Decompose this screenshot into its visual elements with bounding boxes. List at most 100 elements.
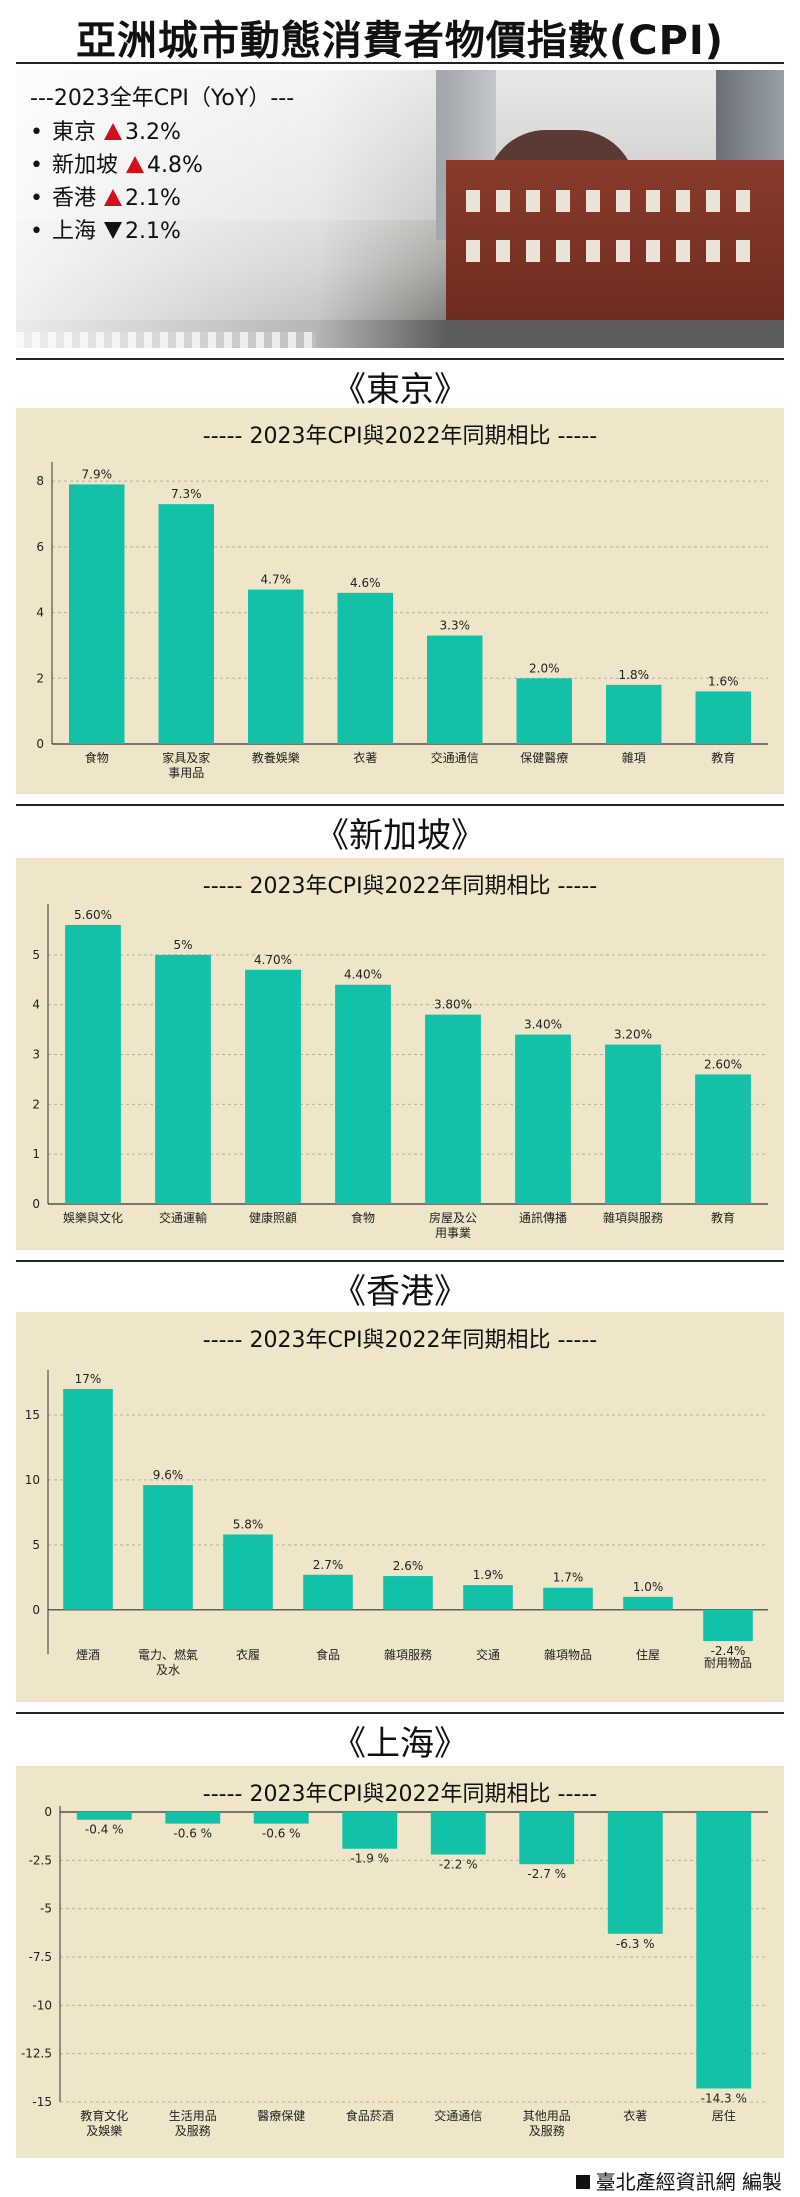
chart-panel-singapore: ----- 2023年CPI與2022年同期相比 ----- 0 1 2 3 4 5 5.6…: [16, 858, 784, 1250]
footer-credit-text: 臺北產經資訊網 編製: [595, 2170, 782, 2194]
bar: [342, 1812, 398, 1849]
bar: [165, 1812, 221, 1824]
chart-panel-hongkong: ----- 2023年CPI與2022年同期相比 ----- 0 5 10 15 17%…: [16, 1312, 784, 1702]
x-category-label: 食物: [85, 750, 109, 765]
x-category-label: 煙酒: [76, 1648, 100, 1662]
data-label: -2.7 %: [527, 1867, 566, 1881]
summary-city: 東京: [52, 120, 97, 145]
x-category-label: 衣著: [353, 750, 377, 765]
x-category-label: 交通運輸: [159, 1210, 207, 1225]
bar: [383, 1576, 433, 1610]
data-label: 3.80%: [434, 998, 472, 1012]
y-tick-label: -7.5: [29, 1950, 52, 1964]
data-label: 1.6%: [708, 674, 739, 688]
data-label: 1.7%: [553, 1571, 584, 1585]
y-tick-label: 8: [36, 474, 44, 488]
chart-singapore: 0 1 2 3 4 5 5.60% 娛樂與文化 5% 交通運輸 4.70% 健康照顧 4.40% 食物 3.…: [32, 904, 768, 1240]
data-label: -1.9 %: [350, 1852, 389, 1866]
data-label: 4.7%: [261, 573, 292, 587]
data-label: 17%: [75, 1372, 102, 1386]
bar: [430, 1812, 486, 1855]
summary-city: 上海: [52, 219, 97, 244]
x-category-label: 教育: [711, 1210, 735, 1225]
data-label: 7.9%: [82, 467, 113, 481]
bar: [606, 684, 662, 744]
bar: [155, 954, 211, 1204]
x-category-label: 食物: [351, 1210, 375, 1225]
section-divider: [16, 358, 784, 360]
y-tick-label: 0: [32, 1197, 40, 1211]
bar: [337, 592, 393, 744]
x-category-label: 住屋: [636, 1648, 660, 1662]
x-category-label: 生活用品及服務: [169, 2109, 217, 2138]
bar: [516, 678, 572, 744]
summary-item: • 東京 3.2%: [30, 114, 181, 146]
section-divider: [16, 1260, 784, 1262]
data-label: 1.9%: [473, 1568, 504, 1582]
bar: [463, 1585, 513, 1610]
chart-subtitle: ----- 2023年CPI與2022年同期相比 -----: [202, 424, 598, 449]
y-tick-label: 3: [32, 1048, 40, 1062]
section-divider: [16, 804, 784, 806]
y-tick-label: -15: [32, 2095, 52, 2109]
section-divider: [16, 1712, 784, 1714]
bar: [158, 504, 214, 744]
data-label: 3.20%: [614, 1028, 652, 1042]
data-label: 1.8%: [619, 668, 650, 682]
x-category-label: 教養娛樂: [252, 750, 300, 765]
y-tick-label: 5: [32, 1538, 40, 1552]
x-category-label: 雜項: [622, 750, 646, 765]
bar: [425, 1014, 481, 1204]
x-category-label: 交通通信: [434, 2108, 482, 2123]
data-label: 2.0%: [529, 661, 560, 675]
data-label: 1.0%: [633, 1580, 664, 1594]
title-divider: [16, 62, 784, 64]
summary-item: • 香港 2.1%: [30, 180, 181, 212]
data-label: -0.6 %: [173, 1827, 212, 1841]
hero-station-building: [446, 160, 784, 330]
chart-subtitle: ----- 2023年CPI與2022年同期相比 -----: [202, 1782, 598, 1807]
bar: [248, 589, 304, 744]
summary-item: • 上海 2.1%: [30, 213, 181, 245]
bar: [605, 1044, 661, 1204]
bar: [427, 635, 483, 744]
x-category-label: 雜項與服務: [603, 1210, 663, 1225]
data-label: 3.40%: [524, 1018, 562, 1032]
summary-value: 2.1%: [125, 186, 181, 211]
x-category-label: 教育: [711, 750, 735, 765]
bar: [143, 1485, 193, 1610]
bar: [543, 1587, 593, 1610]
y-tick-label: -5: [40, 1902, 52, 1916]
bar: [223, 1534, 273, 1610]
summary-value: 3.2%: [125, 120, 181, 145]
y-tick-label: 0: [36, 737, 44, 751]
bullet-icon: •: [30, 153, 43, 178]
x-category-label: 其他用品及服務: [523, 2109, 571, 2138]
bar: [695, 691, 751, 744]
x-category-label: 雜項物品: [544, 1647, 592, 1662]
summary-heading: ---2023全年CPI（YoY）---: [30, 86, 295, 111]
bar: [703, 1609, 753, 1642]
bar: [335, 984, 391, 1204]
bar: [519, 1812, 575, 1865]
data-label: 2.7%: [313, 1558, 344, 1572]
bar: [63, 1388, 113, 1610]
chart-hongkong: 0 5 10 15 17% 煙酒 9.6% 電力、燃氣及水 5.8% 衣履 2.7% 食品 2.6% 雜項…: [25, 1370, 768, 1677]
y-tick-label: 4: [36, 606, 44, 620]
x-category-label: 娛樂與文化: [63, 1210, 123, 1225]
y-tick-label: -2.5: [29, 1853, 52, 1867]
bar: [695, 1074, 751, 1204]
data-label: -0.4 %: [85, 1823, 124, 1837]
chart-subtitle: ----- 2023年CPI與2022年同期相比 -----: [202, 874, 598, 899]
data-label: 9.6%: [153, 1468, 184, 1482]
x-category-label: 健康照顧: [249, 1210, 297, 1225]
y-tick-label: 1: [32, 1147, 40, 1161]
footer-credit: 臺北產經資訊網 編製: [575, 2166, 782, 2195]
data-label: 5.60%: [74, 908, 112, 922]
bullet-icon: •: [30, 120, 43, 145]
section-title-hongkong: 《香港》: [332, 1272, 468, 1312]
data-label: -6.3 %: [616, 1937, 655, 1951]
data-label: 7.3%: [171, 487, 202, 501]
x-category-label: 保健醫療: [520, 751, 568, 765]
y-tick-label: -12.5: [21, 2047, 52, 2061]
